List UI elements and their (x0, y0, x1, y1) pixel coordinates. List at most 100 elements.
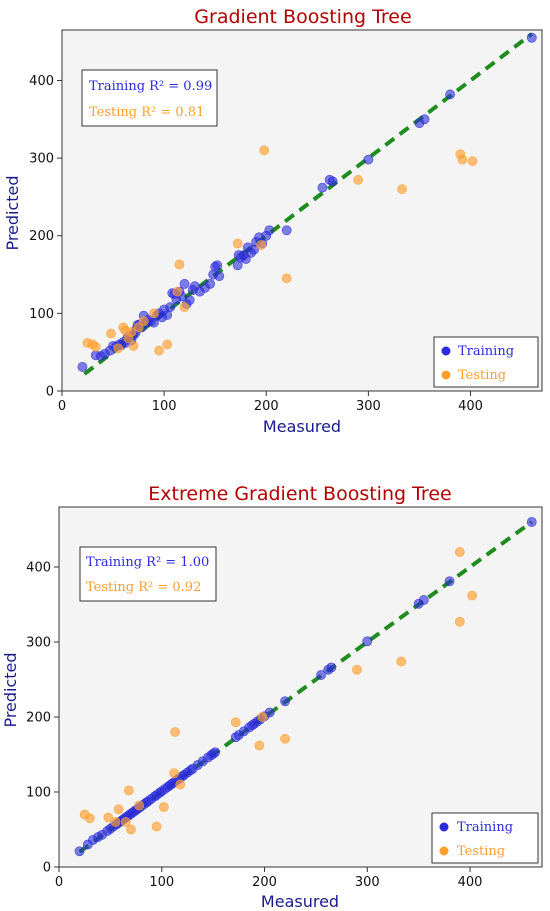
testing-point (397, 184, 407, 195)
legend-training-marker (441, 346, 451, 356)
x-tick-label: 400 (458, 875, 483, 890)
testing-point (103, 812, 114, 823)
x-tick-label: 300 (355, 875, 380, 890)
chart-title: Gradient Boosting Tree (194, 6, 411, 28)
testing-point (128, 341, 139, 351)
training-point (212, 260, 223, 271)
training-point (445, 89, 455, 100)
testing-point (257, 712, 268, 722)
y-tick-label: 300 (29, 152, 54, 167)
training-r2-label: Training R² = 0.99 (89, 79, 212, 94)
testing-point (126, 824, 136, 835)
training-point (214, 271, 225, 282)
y-tick-label: 0 (46, 385, 54, 400)
testing-point (280, 733, 290, 744)
y-axis-label: Predicted (3, 175, 22, 250)
testing-point (110, 817, 121, 827)
testing-point (175, 779, 186, 790)
training-point (264, 707, 275, 718)
training-point (179, 278, 190, 289)
testing-point (259, 145, 270, 156)
x-tick-label: 100 (152, 399, 177, 414)
testing-point (281, 273, 292, 284)
legend-testing-marker (441, 370, 451, 380)
y-tick-label: 100 (26, 786, 51, 801)
x-tick-label: 200 (254, 399, 279, 414)
training-point (264, 225, 275, 236)
testing-point (84, 813, 95, 824)
training-point (419, 114, 430, 125)
testing-points (82, 145, 478, 356)
training-point (327, 176, 338, 187)
testing-point (254, 740, 265, 751)
metrics-box: Training R² = 0.99 Testing R² = 0.81 (81, 69, 218, 127)
y-axis-label: Predicted (1, 652, 20, 727)
legend-training-label: Training (458, 344, 514, 359)
y-tick-label: 400 (26, 561, 51, 576)
training-point (316, 670, 326, 680)
metrics-box: Training R² = 1.00 Testing R² = 0.92 (79, 546, 217, 602)
testing-point (113, 804, 124, 815)
testing-points (79, 547, 478, 835)
testing-point (149, 308, 159, 319)
training-point (280, 696, 290, 707)
testing-point (134, 800, 145, 811)
training-point (444, 576, 455, 587)
x-axis-label: Measured (263, 417, 341, 436)
testing-point (158, 802, 169, 812)
y-axis-ticks: 0 100 200 300 400 (29, 74, 62, 400)
training-point (526, 32, 537, 43)
training-point (363, 154, 374, 165)
testing-point (454, 547, 465, 557)
chart-extreme-gradient-boosting: Extreme Gradient Boosting Tree 0 100 200 30… (1, 483, 543, 911)
testing-point (138, 316, 149, 327)
testing-r2-label: Testing R² = 0.92 (86, 580, 201, 595)
training-point (205, 278, 215, 289)
y-axis-ticks: 0 100 200 300 400 (26, 561, 59, 876)
training-point (317, 182, 328, 193)
y-tick-label: 0 (43, 861, 51, 876)
training-point (418, 595, 429, 605)
legend-training-marker (439, 822, 449, 832)
testing-point (172, 286, 183, 297)
chart-gradient-boosting: Gradient Boosting Tree 0 100 200 300 400 0 10… (3, 6, 543, 436)
testing-point (113, 343, 124, 354)
testing-point (154, 345, 164, 356)
chart-title: Extreme Gradient Boosting Tree (148, 483, 451, 505)
x-axis-ticks: 0 100 200 300 400 (55, 867, 483, 890)
testing-point (230, 717, 241, 728)
x-tick-label: 0 (58, 399, 66, 414)
testing-r2-label: Testing R² = 0.81 (89, 105, 204, 120)
legend-training-label: Training (457, 820, 513, 835)
x-axis-label: Measured (261, 892, 339, 911)
training-point (362, 636, 373, 647)
y-tick-label: 300 (26, 636, 51, 651)
testing-point (396, 656, 407, 667)
x-tick-label: 0 (55, 875, 63, 890)
testing-point (467, 590, 478, 601)
training-point (184, 295, 195, 306)
testing-point (106, 328, 116, 339)
testing-point (123, 785, 134, 796)
testing-point (170, 727, 181, 737)
x-tick-label: 100 (149, 875, 174, 890)
testing-point (256, 240, 267, 250)
x-axis-ticks: 0 100 200 300 400 (58, 391, 483, 414)
testing-point (169, 768, 179, 779)
y-tick-label: 400 (29, 74, 54, 89)
legend: Training Testing (431, 812, 539, 864)
testing-point (174, 259, 185, 270)
testing-point (467, 156, 478, 167)
training-point (326, 662, 337, 673)
testing-point (126, 327, 137, 337)
testing-point (353, 174, 364, 185)
legend: Training Testing (433, 336, 539, 388)
x-tick-label: 200 (252, 875, 277, 890)
y-tick-label: 200 (29, 229, 54, 244)
testing-point (457, 154, 468, 165)
testing-point (120, 817, 131, 827)
x-tick-label: 300 (356, 399, 381, 414)
testing-point (151, 821, 162, 832)
testing-point (162, 339, 173, 350)
